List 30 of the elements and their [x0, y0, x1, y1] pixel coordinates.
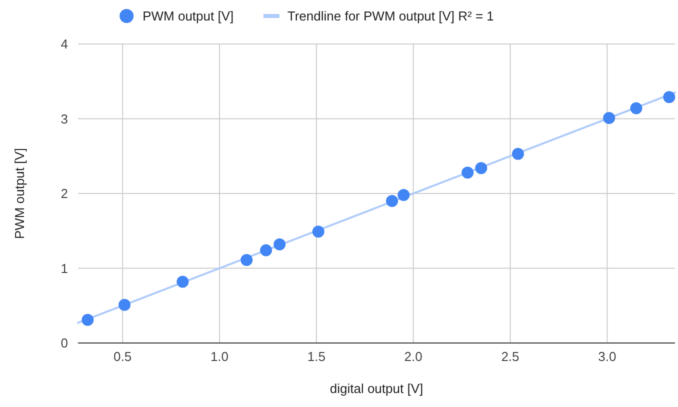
y-tick-label: 0 [60, 336, 68, 350]
y-axis-title: PWM output [V] [12, 148, 27, 240]
point [386, 194, 398, 207]
point [462, 166, 474, 179]
x-tick-label: 1.5 [307, 349, 326, 364]
point [475, 162, 488, 174]
y-tick-label: 3 [60, 111, 68, 126]
point [240, 254, 253, 266]
y-tick-label: 1 [60, 260, 68, 276]
x-tick-label: 1.0 [210, 349, 229, 364]
point [274, 238, 286, 250]
point [603, 112, 616, 124]
point [118, 298, 131, 311]
point [512, 148, 524, 160]
x-axis-title: digital output [V] [330, 381, 424, 396]
x-tick-label: 3.0 [598, 349, 616, 364]
point [176, 276, 189, 288]
x-tick-label: 2.5 [501, 349, 520, 364]
x-tick-label: 0.5 [114, 349, 132, 364]
legend-label: PWM output [V] [142, 8, 234, 24]
legend-label: Trendline for PWM output [V] R² = 1 [287, 8, 494, 24]
point [630, 102, 642, 114]
point [260, 244, 272, 256]
point [398, 188, 410, 201]
x-tick-label: 2.0 [404, 349, 422, 364]
y-tick-label: 2 [60, 186, 68, 201]
point [312, 226, 324, 238]
point [82, 314, 94, 326]
point [663, 91, 676, 104]
y-tick-label: 4 [60, 36, 68, 52]
